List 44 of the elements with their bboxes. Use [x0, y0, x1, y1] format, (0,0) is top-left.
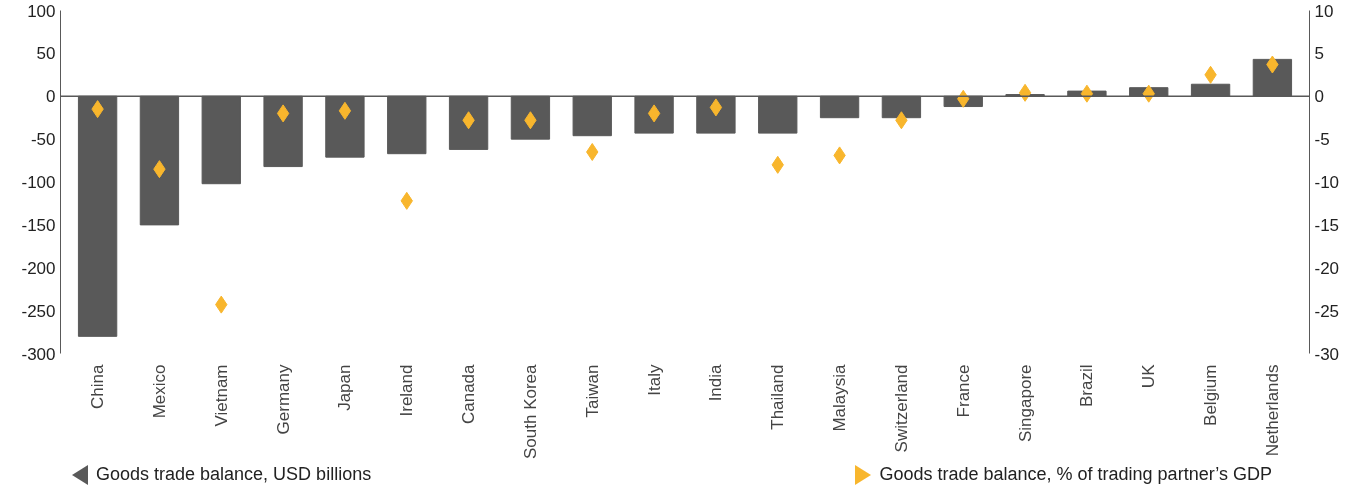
- x-tick-label: Singapore: [1015, 364, 1035, 442]
- point: [1080, 84, 1094, 103]
- x-tick-label: UK: [1139, 363, 1159, 389]
- x-tick-label: Netherlands: [1262, 364, 1282, 457]
- y2-tick-label: -10: [1314, 173, 1340, 192]
- y2-tick-label: -25: [1314, 301, 1340, 321]
- x-tick-label: Malaysia: [830, 363, 850, 432]
- x-tick-label: Italy: [644, 364, 664, 396]
- point: [1018, 83, 1032, 102]
- x-tick-label: Vietnam: [211, 364, 231, 427]
- y-tick-label: 100: [27, 1, 56, 21]
- x-tick-label: South Korea: [520, 363, 540, 460]
- x-tick-label: France: [953, 364, 973, 418]
- y-tick-label: -100: [21, 173, 56, 192]
- x-tick-label: Belgium: [1201, 364, 1221, 426]
- x-tick-label: India: [706, 363, 726, 402]
- y2-tick-label: 10: [1314, 1, 1334, 21]
- y-tick-label: -150: [21, 215, 56, 235]
- y-tick-label: -50: [30, 130, 56, 150]
- x-tick-label: Canada: [459, 363, 479, 425]
- x-tick-label: China: [88, 363, 108, 409]
- x-tick-label: Thailand: [768, 364, 788, 430]
- x-tick-label: Switzerland: [891, 364, 911, 453]
- legend-label: Goods trade balance, % of trading partner’s GDP: [879, 464, 1272, 484]
- x-tick-label: Japan: [335, 364, 355, 411]
- y2-tick-label: -20: [1314, 258, 1340, 278]
- y2-tick-label: 5: [1314, 44, 1324, 64]
- y2-tick-label: -5: [1314, 130, 1330, 150]
- y2-tick-label: -30: [1314, 344, 1340, 364]
- point: [338, 101, 352, 120]
- x-tick-label: Taiwan: [582, 364, 602, 418]
- y-tick-label: -250: [21, 301, 56, 321]
- y-tick-label: -200: [21, 258, 56, 278]
- x-tick-label: Ireland: [397, 364, 417, 417]
- point: [276, 104, 290, 123]
- x-tick-label: Brazil: [1077, 364, 1097, 408]
- legend-label: Goods trade balance, USD billions: [96, 464, 372, 484]
- y2-tick-label: 0: [1314, 87, 1324, 107]
- y-tick-label: 0: [46, 87, 56, 107]
- x-tick-label: Mexico: [149, 364, 169, 419]
- y-tick-label: 50: [36, 44, 56, 64]
- y2-tick-label: -15: [1314, 215, 1340, 235]
- x-tick-label: Germany: [273, 364, 293, 435]
- y-tick-label: -300: [21, 344, 56, 364]
